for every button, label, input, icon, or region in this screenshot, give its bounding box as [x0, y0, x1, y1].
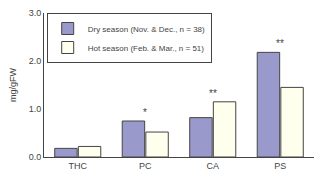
- svg-text:PS: PS: [274, 161, 286, 171]
- svg-text:mg/gFW: mg/gFW: [8, 68, 18, 103]
- svg-text:**: **: [209, 88, 217, 99]
- svg-text:1.0: 1.0: [29, 104, 42, 114]
- svg-text:PC: PC: [139, 161, 152, 171]
- svg-text:CA: CA: [206, 161, 219, 171]
- svg-text:3.0: 3.0: [29, 8, 42, 18]
- svg-text:**: **: [276, 38, 284, 49]
- svg-text:2.0: 2.0: [29, 56, 42, 66]
- svg-text:Hot season (Feb. & Mar., n = 5: Hot season (Feb. & Mar., n = 51): [88, 44, 205, 53]
- svg-text:Dry season (Nov. & Dec., n = 3: Dry season (Nov. & Dec., n = 38): [88, 25, 205, 34]
- svg-text:0.0: 0.0: [29, 152, 42, 162]
- svg-text:THC: THC: [69, 161, 88, 171]
- svg-text:*: *: [143, 107, 147, 118]
